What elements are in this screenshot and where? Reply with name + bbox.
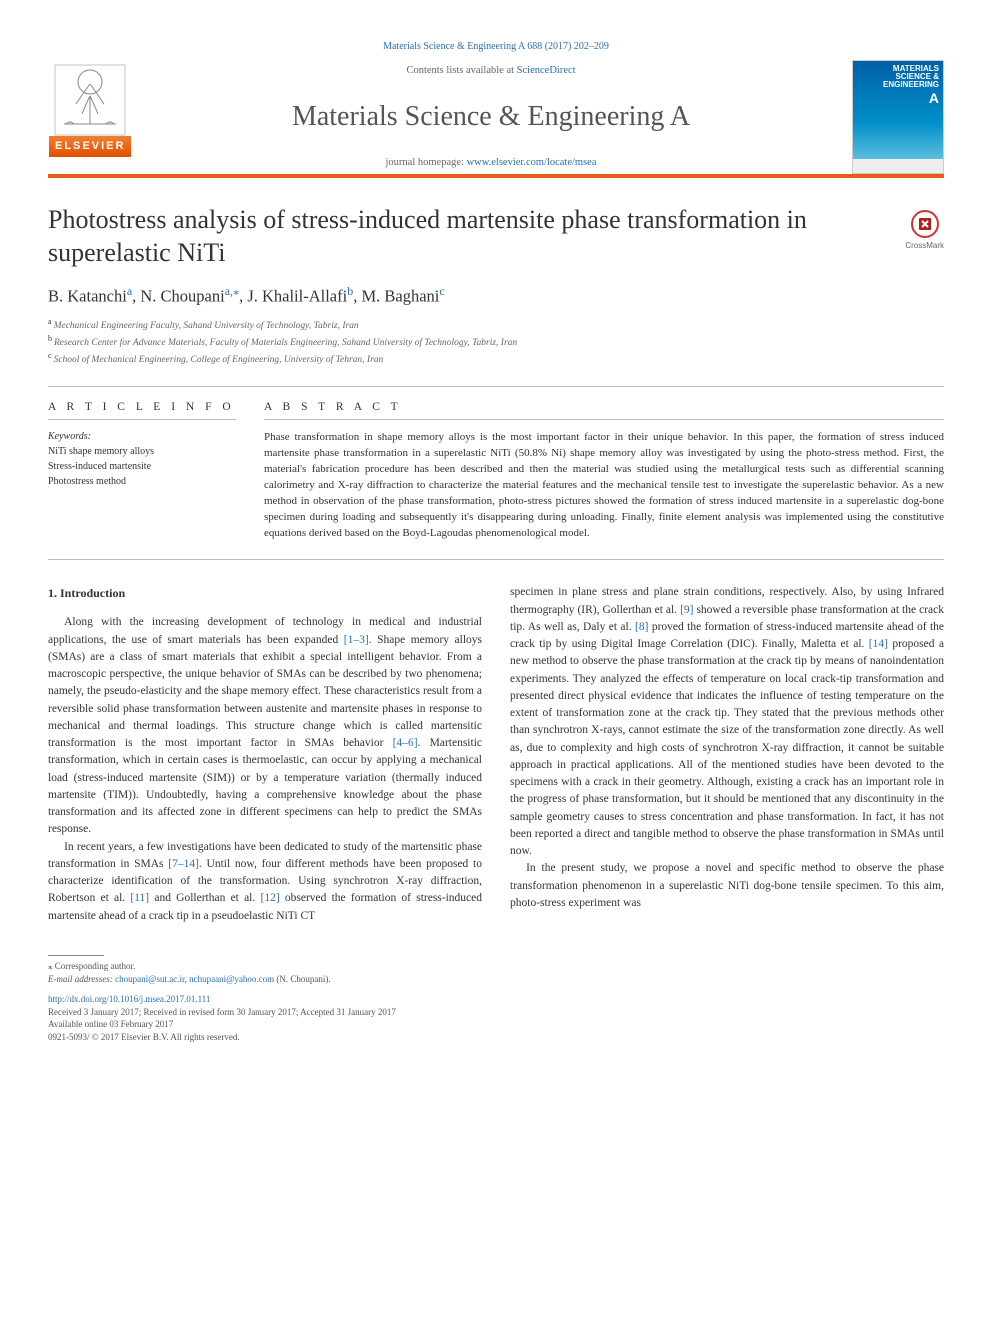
body-text: . Shape memory alloys (SMAs) are a class… (48, 634, 482, 750)
abstract-label: A B S T R A C T (264, 399, 944, 420)
body-right-column: specimen in plane stress and plane strai… (510, 584, 944, 925)
keywords-list: NiTi shape memory alloys Stress-induced … (48, 444, 236, 489)
email-line: E-mail addresses: choupani@sut.ac.ir, nc… (48, 973, 944, 986)
crossmark-label: CrossMark (905, 240, 944, 251)
email-link-1[interactable]: choupani@sut.ac.ir (115, 974, 184, 984)
ref-link[interactable]: [7–14] (168, 858, 199, 870)
publisher-name: ELSEVIER (49, 136, 131, 157)
author-list: B. Katanchia, N. Choupania,⁎, J. Khalil-… (48, 283, 944, 308)
email-owner: (N. Choupani). (274, 974, 331, 984)
contents-prefix: Contents lists available at (406, 65, 516, 76)
sciencedirect-link[interactable]: ScienceDirect (517, 65, 576, 76)
keyword-3: Photostress method (48, 474, 236, 489)
body-text: proposed a new method to observe the pha… (510, 638, 944, 857)
journal-cover: MATERIALS SCIENCE & ENGINEERING A (852, 60, 944, 174)
journal-cover-image: MATERIALS SCIENCE & ENGINEERING A (852, 60, 944, 174)
copyright-line: 0921-5093/ © 2017 Elsevier B.V. All righ… (48, 1031, 944, 1044)
affiliation-a: Mechanical Engineering Faculty, Sahand U… (54, 321, 359, 331)
cover-sub: A (857, 91, 939, 105)
elsevier-tree-icon (54, 64, 126, 136)
author-4: M. Baghani (361, 287, 439, 306)
article-info-label: A R T I C L E I N F O (48, 399, 236, 420)
body-text: and Gollerthan et al. (149, 892, 260, 904)
keywords-label: Keywords: (48, 430, 236, 444)
divider-wide (48, 559, 944, 560)
publisher-logo-block: ELSEVIER (48, 60, 138, 174)
journal-name: Materials Science & Engineering A (138, 97, 844, 136)
divider (48, 386, 944, 387)
author-2: N. Choupani (140, 287, 224, 306)
footnote-rule (48, 955, 104, 956)
ref-link[interactable]: [11] (130, 892, 149, 904)
article-title: Photostress analysis of stress-induced m… (48, 204, 905, 269)
author-3: J. Khalil-Allafi (247, 287, 347, 306)
contents-line: Contents lists available at ScienceDirec… (138, 64, 844, 79)
ref-link[interactable]: [4–6] (393, 737, 418, 749)
homepage-prefix: journal homepage: (386, 157, 467, 168)
ref-link[interactable]: [1–3] (344, 634, 369, 646)
email-link-2[interactable]: nchupaani@yahoo.com (189, 974, 274, 984)
ref-link[interactable]: [9] (680, 604, 693, 616)
keyword-1: NiTi shape memory alloys (48, 444, 236, 459)
author-4-aff[interactable]: c (439, 284, 444, 298)
author-2-aff[interactable]: a, (225, 284, 233, 298)
article-info-column: A R T I C L E I N F O Keywords: NiTi sha… (48, 399, 236, 542)
body-text: In the present study, we propose a novel… (510, 862, 944, 909)
ref-link[interactable]: [14] (869, 638, 888, 650)
crossmark-icon[interactable] (911, 210, 939, 238)
affiliation-b: Research Center for Advance Materials, F… (54, 338, 517, 348)
abstract-text: Phase transformation in shape memory all… (264, 430, 944, 542)
ref-link[interactable]: [12] (260, 892, 279, 904)
history-line-2: Available online 03 February 2017 (48, 1018, 944, 1031)
keyword-2: Stress-induced martensite (48, 459, 236, 474)
affiliation-c: School of Mechanical Engineering, Colleg… (54, 356, 384, 366)
section-heading: 1. Introduction (48, 584, 482, 602)
doi-link[interactable]: http://dx.doi.org/10.1016/j.msea.2017.01… (48, 994, 210, 1004)
body-left-column: 1. Introduction Along with the increasin… (48, 584, 482, 925)
email-label: E-mail addresses: (48, 974, 115, 984)
journal-header: ELSEVIER Contents lists available at Sci… (48, 60, 944, 178)
issue-citation: Materials Science & Engineering A 688 (2… (48, 40, 944, 54)
body-text: . Martensitic transformation, which in c… (48, 737, 482, 835)
author-3-aff[interactable]: b (347, 284, 353, 298)
corresponding-author-note: ⁎ Corresponding author. (48, 960, 944, 973)
affiliation-list: aMechanical Engineering Faculty, Sahand … (48, 316, 944, 368)
abstract-column: A B S T R A C T Phase transformation in … (264, 399, 944, 542)
cover-title-3: ENGINEERING (883, 80, 939, 89)
ref-link[interactable]: [8] (635, 621, 648, 633)
homepage-link[interactable]: www.elsevier.com/locate/msea (467, 157, 597, 168)
header-center: Contents lists available at ScienceDirec… (138, 60, 844, 174)
author-1-aff[interactable]: a (127, 284, 132, 298)
history-line-1: Received 3 January 2017; Received in rev… (48, 1006, 944, 1019)
author-2-corr[interactable]: ⁎ (233, 284, 239, 298)
author-1: B. Katanchi (48, 287, 127, 306)
homepage-line: journal homepage: www.elsevier.com/locat… (138, 156, 844, 171)
